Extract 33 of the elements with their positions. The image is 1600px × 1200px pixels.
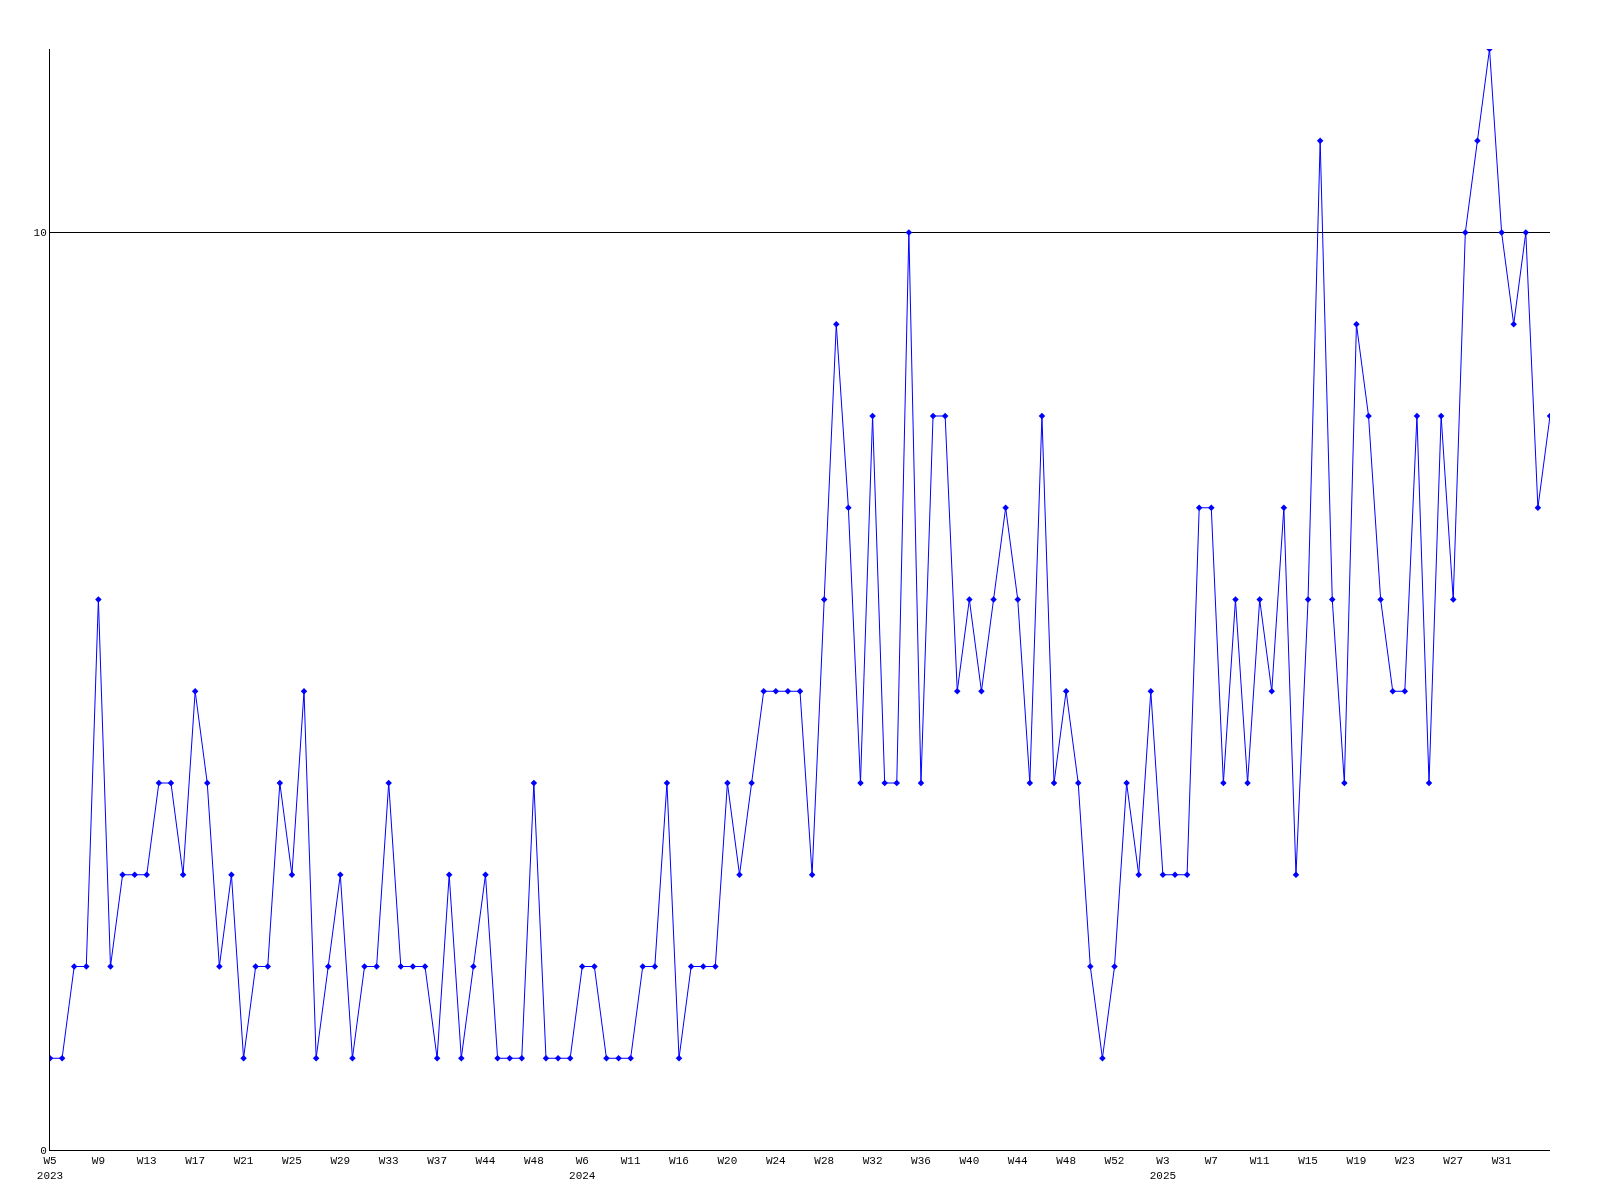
x-tick-label: W23 xyxy=(1394,1155,1415,1168)
x-tick-label: W40 xyxy=(959,1155,980,1168)
x-tick-label: W48 xyxy=(523,1155,544,1168)
x-tick-label: W17 xyxy=(185,1155,206,1168)
x-tick-label: W52 xyxy=(1104,1155,1125,1168)
x-tick-label: W33 xyxy=(378,1155,399,1168)
x-tick-label: W11 xyxy=(620,1155,641,1168)
x-tick-label: W19 xyxy=(1346,1155,1367,1168)
x-tick-label: W11 xyxy=(1249,1155,1270,1168)
x-tick-label: W32 xyxy=(862,1155,883,1168)
y-tick-label: 10 xyxy=(33,227,47,240)
x-tick-label: W28 xyxy=(814,1155,835,1168)
x-tick-label: W44 xyxy=(1007,1155,1029,1168)
x-tick-label: W3 2025 xyxy=(1149,1155,1177,1182)
x-tick-label: W7 xyxy=(1204,1155,1218,1168)
x-tick-label: W16 xyxy=(669,1155,689,1168)
x-tick-label: W24 xyxy=(765,1155,787,1168)
x-tick-label: W13 xyxy=(136,1155,157,1168)
x-tick-label: W48 xyxy=(1056,1155,1077,1168)
x-tick-label: W21 xyxy=(233,1155,254,1168)
x-tick-label: W15 xyxy=(1298,1155,1318,1168)
y-tick-label: 0 xyxy=(40,1144,47,1157)
x-tick-label: W5 2023 xyxy=(36,1155,64,1182)
x-tick-label: W6 2024 xyxy=(569,1155,596,1182)
x-tick-label: W36 xyxy=(911,1155,931,1168)
x-tick-label: W37 xyxy=(427,1155,448,1168)
x-tick-label: W25 xyxy=(282,1155,302,1168)
x-tick-label: W31 xyxy=(1491,1155,1512,1168)
x-tick-label: W20 xyxy=(717,1155,738,1168)
x-tick-label: W29 xyxy=(330,1155,351,1168)
x-tick-label: W44 xyxy=(475,1155,496,1168)
x-tick-label: W27 xyxy=(1443,1155,1464,1168)
x-tick-label: W9 xyxy=(91,1155,105,1168)
